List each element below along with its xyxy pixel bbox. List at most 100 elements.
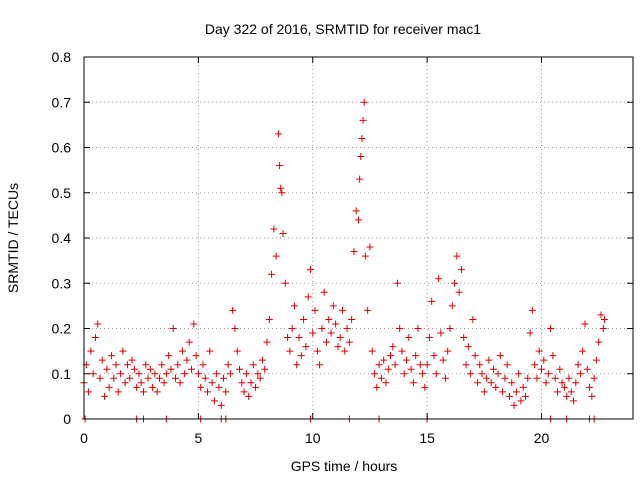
data-point — [398, 347, 406, 355]
data-point — [485, 356, 493, 364]
data-point — [302, 343, 310, 351]
axis-ticks: 0 0.1 0.2 0.3 0.4 0.5 0.6 0.7 0.8 0 5 10 15 20 — [52, 49, 633, 446]
data-point — [492, 383, 500, 391]
data-point — [135, 370, 143, 378]
data-point — [538, 365, 545, 373]
data-point — [480, 388, 488, 396]
data-point — [583, 365, 591, 373]
data-point — [110, 374, 118, 382]
data-point — [359, 116, 367, 124]
data-point — [153, 388, 161, 396]
data-point — [169, 325, 177, 332]
data-point — [371, 370, 379, 378]
data-point — [524, 374, 532, 382]
data-point — [158, 361, 166, 369]
data-point — [572, 379, 580, 387]
data-point — [416, 361, 424, 369]
data-point — [517, 397, 525, 405]
data-point — [201, 374, 209, 382]
data-point — [540, 356, 548, 364]
data-point — [217, 401, 225, 409]
data-point — [501, 374, 509, 382]
data-point — [409, 379, 417, 387]
data-point — [358, 134, 366, 142]
chart-title: Day 322 of 2016, SRMTID for receiver mac… — [205, 21, 481, 37]
data-point — [535, 347, 543, 355]
data-point — [222, 388, 230, 396]
data-point — [400, 370, 408, 378]
data-point — [341, 347, 349, 355]
data-point — [139, 388, 147, 396]
data-point — [510, 401, 518, 409]
data-point — [462, 361, 470, 369]
x-tick-label: 20 — [534, 430, 550, 446]
data-point — [505, 392, 513, 400]
data-point — [85, 388, 93, 396]
data-point — [380, 356, 388, 364]
data-point — [567, 388, 575, 396]
data-point — [204, 388, 212, 396]
data-point — [160, 379, 168, 387]
data-point — [357, 153, 365, 161]
data-point — [293, 361, 301, 369]
data-point — [563, 392, 571, 400]
data-point — [391, 361, 399, 369]
data-point — [151, 370, 159, 378]
data-point — [133, 383, 141, 391]
data-point — [318, 325, 326, 332]
data-point — [464, 343, 472, 351]
data-point — [387, 352, 395, 360]
data-point — [183, 356, 191, 364]
data-point — [423, 361, 431, 369]
data-point — [547, 325, 555, 332]
data-point — [348, 315, 356, 323]
data-point — [263, 338, 271, 346]
data-point — [592, 356, 600, 364]
data-point — [325, 315, 333, 323]
data-point — [300, 315, 308, 323]
data-point — [435, 275, 443, 283]
data-point — [181, 370, 189, 378]
data-point — [558, 379, 566, 387]
x-tick-label: 15 — [419, 430, 435, 446]
data-point — [89, 370, 97, 378]
data-point — [277, 184, 285, 192]
data-point — [309, 329, 317, 337]
data-point — [590, 374, 598, 382]
x-tick-label: 10 — [305, 430, 321, 446]
data-point — [123, 361, 131, 369]
data-point — [428, 297, 436, 305]
data-point — [290, 302, 298, 310]
data-point — [460, 334, 468, 342]
data-point — [412, 352, 420, 360]
data-point — [144, 374, 152, 382]
data-point — [101, 392, 109, 400]
data-point — [396, 325, 404, 332]
data-point — [327, 329, 335, 337]
data-point — [574, 361, 582, 369]
data-point — [281, 279, 289, 287]
data-point — [455, 288, 463, 296]
data-point — [414, 325, 422, 332]
data-point — [554, 388, 562, 396]
data-point — [334, 343, 342, 351]
data-point — [444, 347, 452, 355]
data-point — [112, 361, 120, 369]
data-point — [469, 315, 477, 323]
data-point — [457, 266, 465, 274]
data-point — [368, 347, 376, 355]
data-point — [130, 365, 138, 373]
data-point — [258, 356, 266, 364]
data-point — [128, 356, 136, 364]
data-point — [366, 243, 374, 251]
data-point — [229, 306, 237, 314]
data-point — [121, 379, 129, 387]
data-point — [503, 361, 511, 369]
data-point — [453, 252, 461, 260]
data-point — [533, 374, 541, 382]
data-point — [206, 347, 214, 355]
data-point — [188, 365, 196, 373]
data-point — [91, 334, 99, 342]
data-point — [451, 279, 459, 287]
data-point — [446, 325, 454, 332]
